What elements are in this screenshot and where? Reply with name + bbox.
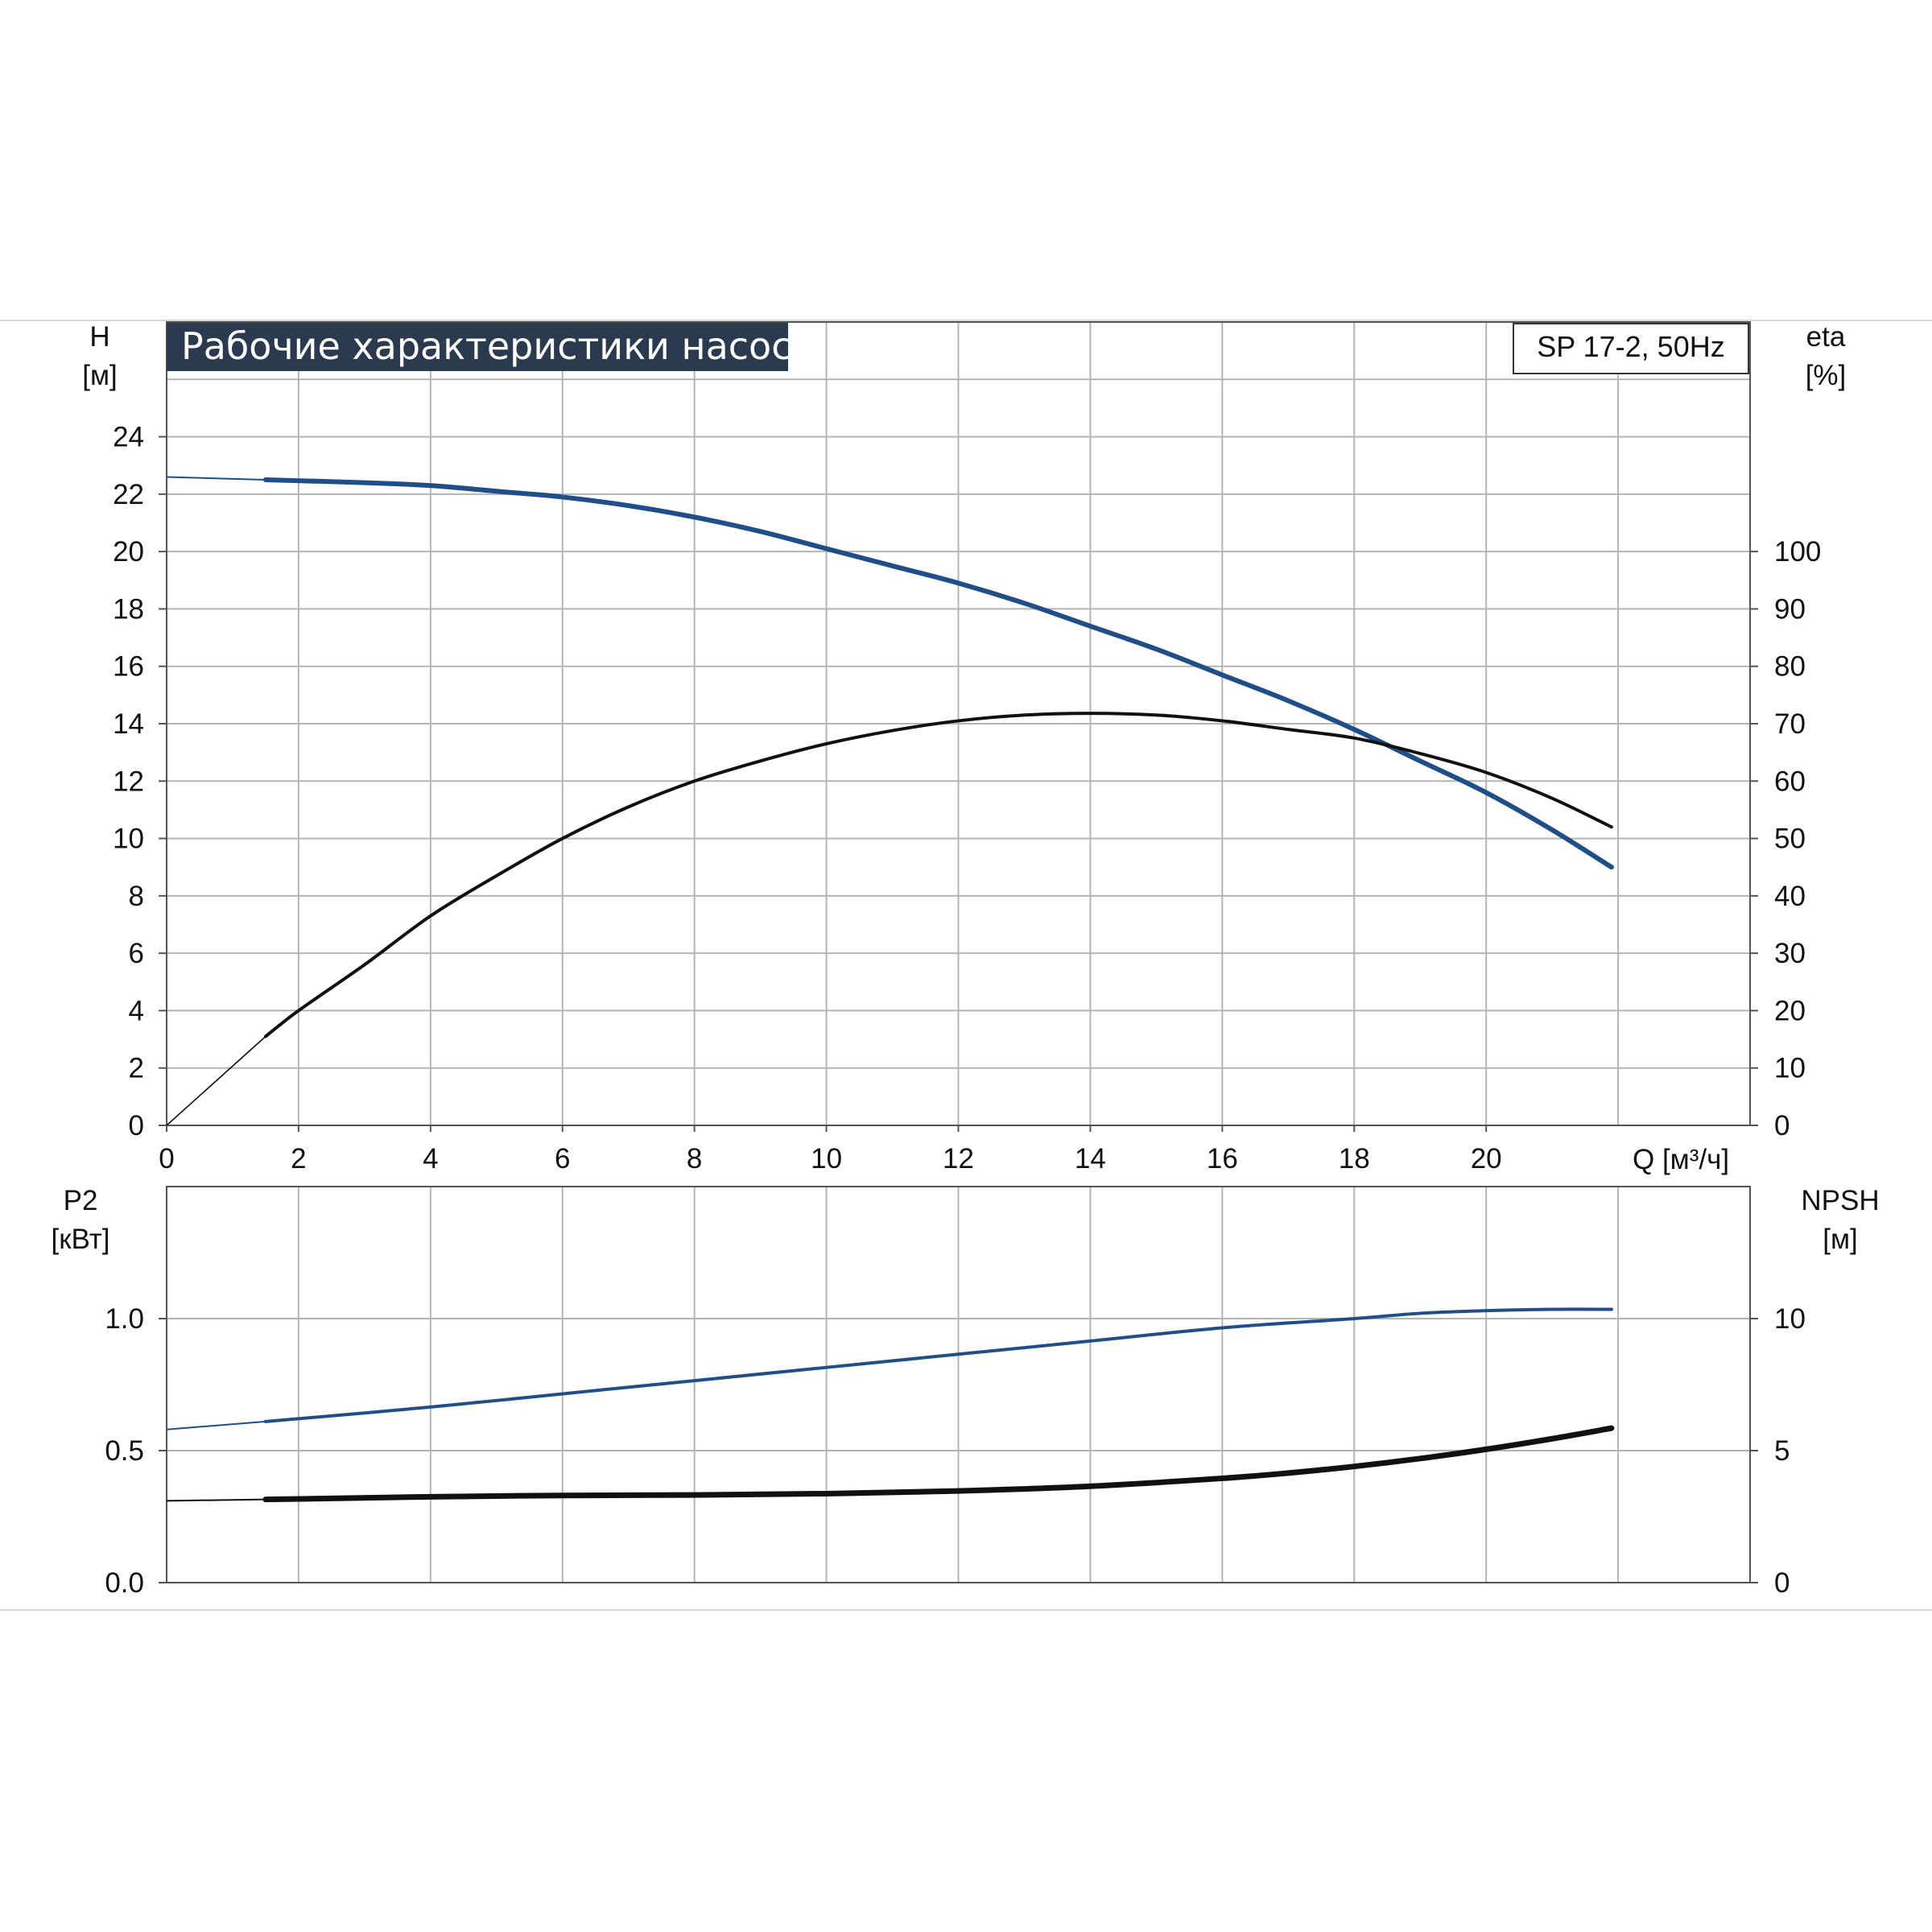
right-y-tick-label: 0 [1774,1110,1790,1141]
power-curve-extrapolated [166,1420,266,1430]
head-axis-label: H [89,321,109,353]
left-y-tick-label: 24 [113,422,144,453]
right-y-tick-label: 90 [1774,593,1806,625]
left-y-tick-label: 10 [113,824,144,855]
left-y-tick-label: 0 [129,1110,144,1141]
left-y-tick-label: 16 [113,651,144,683]
top-plot-grid [167,322,1750,1125]
left-y-tick-label: 20 [113,536,144,568]
right-y-tick-label: 0 [1774,1567,1790,1599]
right-y-tick-label: 40 [1774,881,1806,912]
x-tick-label: 18 [1339,1143,1370,1174]
left-y-tick-label: 22 [113,479,144,510]
x-tick-label: 2 [291,1143,306,1174]
npsh-curve [262,1425,1615,1503]
left-y-tick-label: 1.0 [105,1303,144,1335]
power-curve [263,1307,1613,1423]
right-y-tick-label: 20 [1774,995,1806,1026]
x-tick-label: 14 [1075,1143,1106,1174]
bottom-axis-ticks: 0.0 0.5 1.0 0 5 10 [105,1303,1806,1599]
head-axis-unit: [м] [82,360,118,391]
x-tick-label: 16 [1207,1143,1238,1174]
chart-title-background [167,323,788,371]
left-y-tick-label: 8 [129,881,144,912]
right-y-tick-label: 30 [1774,938,1806,969]
x-tick-label: 10 [811,1143,842,1174]
right-y-tick-label: 5 [1774,1435,1790,1467]
left-y-tick-label: 14 [113,708,144,740]
left-y-tick-label: 0.5 [105,1435,144,1467]
chart-title: Рабочие характеристики насоса [181,324,815,368]
top-axis-ticks: 0 2 4 6 8 10 12 14 16 18 2002468101214161820222401… [113,422,1821,1174]
right-y-tick-label: 10 [1774,1053,1806,1084]
x-tick-label: 20 [1471,1143,1502,1174]
head-curve-extrapolated [166,476,266,481]
left-y-tick-label: 18 [113,593,144,625]
bottom-plot-frame [166,1186,1751,1583]
right-y-tick-label: 60 [1774,766,1806,797]
npsh-curve-extrapolated [166,1498,266,1502]
x-tick-label: 0 [159,1143,174,1174]
npsh-axis-unit: [м] [1823,1224,1858,1255]
x-tick-label: 12 [943,1143,974,1174]
left-y-tick-label: 12 [113,766,144,797]
model-label: SP 17-2, 50Hz [1537,330,1724,363]
x-tick-label: 8 [687,1143,702,1174]
left-y-tick-label: 0.0 [105,1567,144,1599]
right-y-tick-label: 70 [1774,708,1806,740]
right-y-tick-label: 80 [1774,651,1806,683]
efficiency-curve [263,712,1613,1038]
head-curve [262,477,1614,870]
left-y-tick-label: 6 [129,938,144,969]
efficiency-curve-extrapolated [166,1035,266,1126]
power-axis-unit: [кВт] [52,1224,110,1255]
bottom-plot-series [166,1307,1615,1503]
x-tick-label: 6 [555,1143,570,1174]
right-y-tick-label: 100 [1774,536,1821,568]
model-label-box [1513,323,1749,374]
x-tick-label: 4 [423,1143,438,1174]
left-y-tick-label: 2 [129,1053,144,1084]
left-y-tick-label: 4 [129,995,144,1026]
efficiency-axis-label: eta [1806,321,1846,353]
efficiency-axis-unit: [%] [1806,360,1847,391]
flow-axis-label: Q [м³/ч] [1633,1144,1729,1175]
npsh-axis-label: NPSH [1801,1185,1879,1216]
power-axis-label: P2 [64,1185,98,1216]
right-y-tick-label: 50 [1774,824,1806,855]
right-y-tick-label: 10 [1774,1303,1806,1335]
top-plot-series [166,476,1614,1126]
